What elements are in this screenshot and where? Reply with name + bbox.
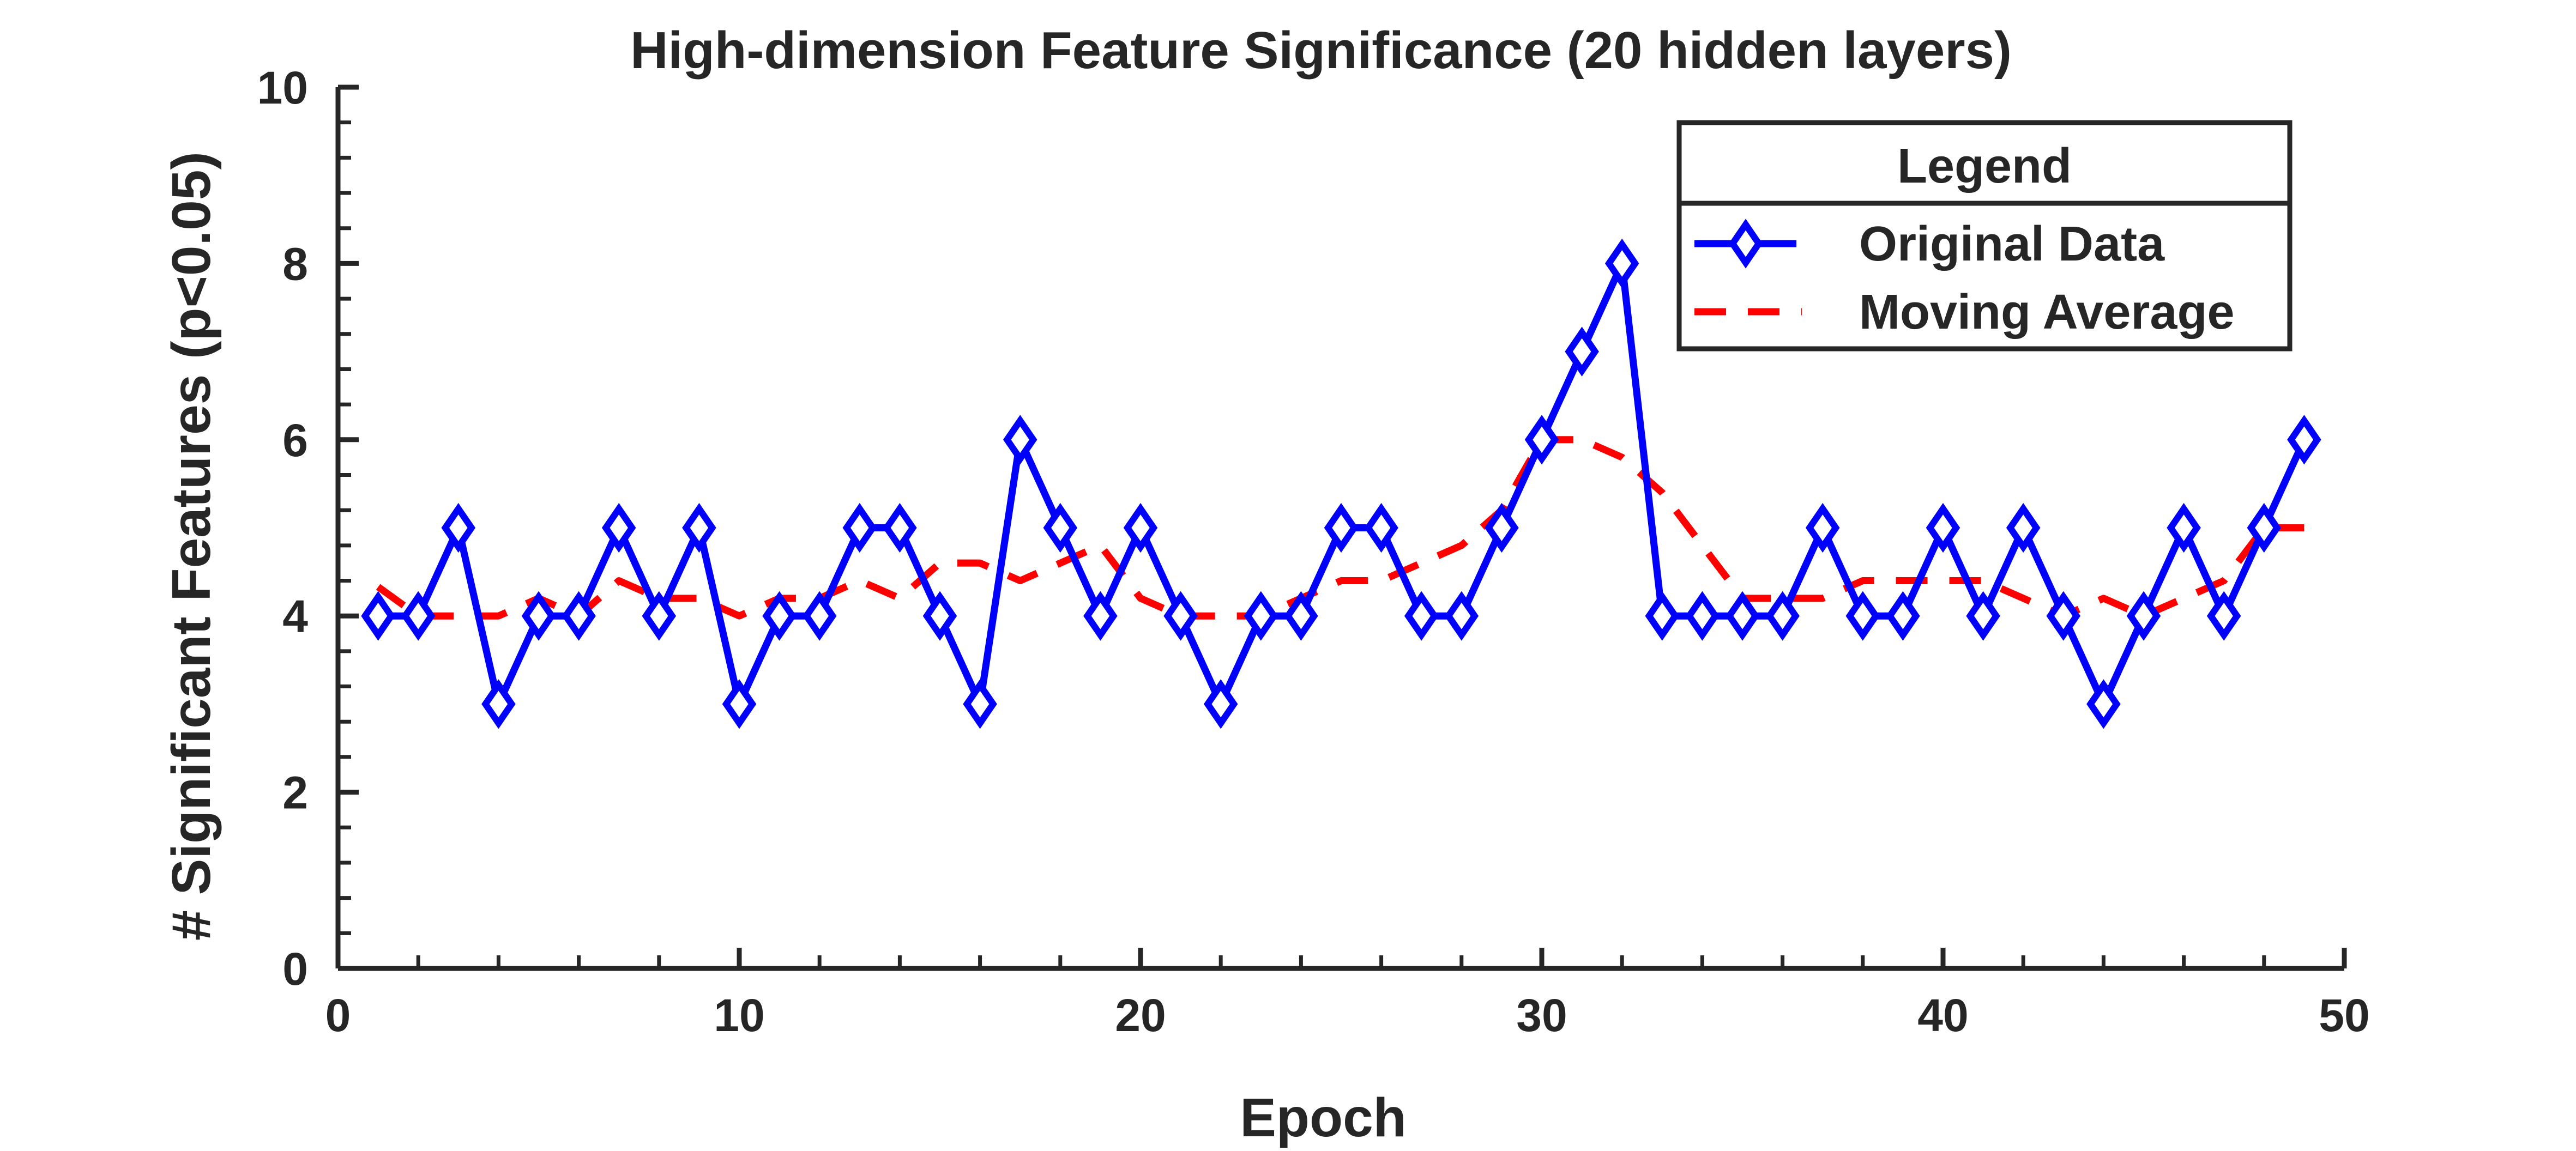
original-data-point <box>1926 502 1960 553</box>
original-data-point <box>401 591 436 641</box>
y-tick-label: 10 <box>257 62 308 113</box>
original-data-point <box>642 591 677 641</box>
y-tick-label: 2 <box>282 767 308 819</box>
original-data-point <box>361 591 395 641</box>
original-data-point <box>1003 415 1037 465</box>
original-data-point <box>1604 238 1639 289</box>
original-data-point <box>1725 591 1760 641</box>
original-data-point <box>1324 502 1359 553</box>
original-data-point <box>1886 591 1920 641</box>
original-data-point <box>2086 679 2121 729</box>
legend-moving-average-label: Moving Average <box>1859 285 2235 340</box>
y-tick-label: 4 <box>282 591 308 642</box>
original-data-point <box>762 591 797 641</box>
series-layer <box>361 238 2321 729</box>
original-data-point <box>1845 591 1880 641</box>
moving-average-line <box>376 436 2304 620</box>
original-data-point <box>1163 591 1198 641</box>
original-data-point <box>1364 502 1398 553</box>
original-data-point <box>1203 679 1238 729</box>
original-data-point <box>2206 591 2241 641</box>
legend-title: Legend <box>1897 139 2072 193</box>
original-data-point <box>2247 502 2282 553</box>
original-data-point <box>842 502 877 553</box>
original-data-point <box>1083 591 1118 641</box>
chart-title: High-dimension Feature Significance (20 … <box>630 21 2012 80</box>
legend-item-original-data: Original Data <box>1694 217 2165 271</box>
x-tick-label: 20 <box>1115 990 1166 1041</box>
original-data-point <box>1765 591 1800 641</box>
x-axis-title: Epoch <box>1240 1087 1407 1148</box>
original-data-point <box>922 591 957 641</box>
original-data-point <box>2046 591 2081 641</box>
original-data-point <box>722 679 757 729</box>
y-axis-title: # Significant Features (p<0.05) <box>161 152 222 941</box>
original-data-point <box>441 502 476 553</box>
y-tick-label: 8 <box>282 238 308 289</box>
original-data-point <box>1404 591 1439 641</box>
original-data-point <box>682 502 716 553</box>
original-data-point <box>481 679 516 729</box>
x-tick-label: 40 <box>1917 990 1968 1041</box>
legend-box <box>1676 120 2293 352</box>
x-tick-label: 0 <box>325 990 351 1041</box>
original-data-point <box>2126 591 2161 641</box>
y-tick-label: 6 <box>282 415 308 466</box>
y-tick-label: 0 <box>282 943 308 995</box>
legend-original-data-label: Original Data <box>1859 217 2165 271</box>
original-data-point <box>2006 502 2041 553</box>
original-data-point <box>1565 326 1599 377</box>
original-data-point <box>1485 502 1519 553</box>
original-data-point <box>1244 591 1278 641</box>
axes: 0 10 20 30 40 50 0 2 4 6 8 10 <box>257 62 2370 1041</box>
original-data-point <box>1524 415 1559 465</box>
original-data-point <box>1444 591 1479 641</box>
original-data-point <box>883 502 917 553</box>
original-data-point <box>601 502 636 553</box>
original-data-point <box>963 679 997 729</box>
original-data-point <box>2167 502 2201 553</box>
original-data-point <box>1284 591 1318 641</box>
original-data-point <box>1043 502 1078 553</box>
legend-item-moving-average: Moving Average <box>1694 285 2235 340</box>
x-tick-label: 10 <box>714 990 764 1041</box>
original-data-point <box>521 591 556 641</box>
original-data-point <box>562 591 596 641</box>
original-data-point <box>802 591 837 641</box>
original-data-point <box>1685 591 1720 641</box>
original-data-point <box>1966 591 2000 641</box>
original-data-point <box>1123 502 1158 553</box>
x-tick-label: 50 <box>2319 990 2369 1041</box>
legend-original-data-diamond-icon <box>1728 219 1763 269</box>
legend: Legend Original Data Moving Average <box>1676 120 2293 352</box>
original-data-point <box>1645 591 1680 641</box>
x-tick-label: 30 <box>1516 990 1567 1041</box>
original-data-point <box>1805 502 1840 553</box>
original-data-point <box>2287 415 2321 465</box>
